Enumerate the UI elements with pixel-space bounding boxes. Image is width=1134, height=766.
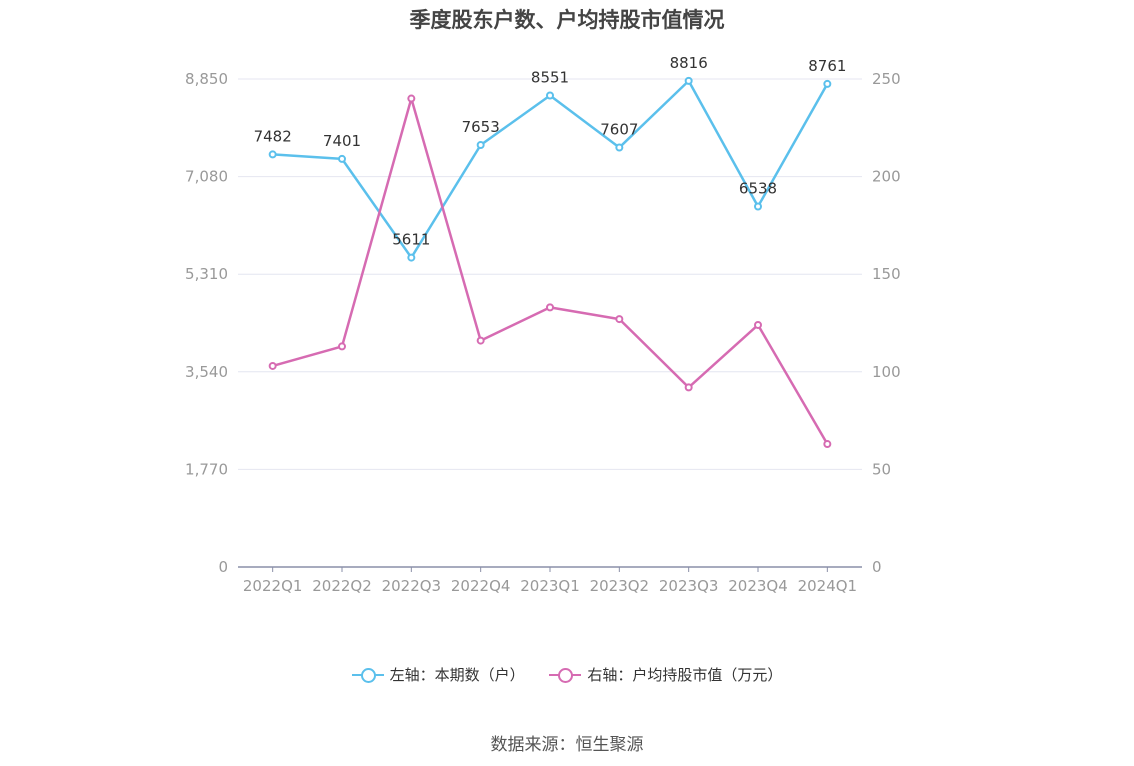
x-axis-tick-label: 2022Q2: [312, 577, 372, 595]
legend-dot-right: [558, 667, 574, 683]
data-label: 7607: [600, 121, 638, 139]
right-axis-tick-label: 150: [872, 265, 901, 283]
legend-item-left-series[interactable]: 左轴：本期数（户）: [351, 664, 525, 685]
axes: 0 0 1,770 50 3,540 100 5,310 150 7,080 200 8,850 25…: [185, 70, 901, 595]
left-axis-tick-label: 3,540: [185, 363, 228, 381]
data-point: [546, 91, 554, 100]
x-axis-tick-label: 2022Q4: [451, 577, 511, 595]
data-point: [407, 253, 416, 262]
data-label: 7482: [254, 127, 292, 145]
data-point: [754, 202, 762, 211]
x-axis-tick-label: 2023Q1: [520, 577, 580, 595]
data-point: [823, 440, 832, 449]
data-point: [546, 303, 554, 312]
chart-title: 季度股东户数、户均持股市值情况: [409, 8, 725, 32]
data-point: [268, 150, 277, 159]
data-point: [476, 336, 485, 345]
right-axis-tick-label: 0: [872, 558, 882, 576]
series: [268, 76, 832, 449]
legend-marker-right-icon: [549, 667, 582, 683]
data-point: [684, 76, 693, 85]
data-point: [823, 79, 832, 88]
legend: 左轴：本期数（户） 右轴：户均持股市值（万元）: [0, 664, 1134, 687]
x-axis-tick-label: 2023Q3: [659, 577, 719, 595]
legend-item-right-series[interactable]: 右轴：户均持股市值（万元）: [549, 664, 782, 685]
legend-label-left: 左轴：本期数（户）: [389, 666, 525, 684]
right-axis-tick-label: 100: [872, 363, 901, 381]
legend-label-right: 右轴：户均持股市值（万元）: [587, 666, 783, 684]
grid-lines: [238, 78, 862, 470]
legend-dot-left: [360, 667, 376, 683]
x-axis-tick-label: 2023Q2: [590, 577, 650, 595]
data-point: [338, 342, 346, 351]
data-label: 7653: [462, 118, 500, 136]
data-point: [754, 320, 762, 329]
left-axis-tick-label: 8,850: [185, 70, 228, 88]
data-point: [407, 94, 416, 103]
left-axis-tick-label: 5,310: [185, 265, 228, 283]
right-axis-tick-label: 200: [872, 168, 901, 186]
data-point: [476, 141, 485, 150]
right-axis-tick-label: 50: [872, 460, 891, 478]
data-label: 6538: [739, 179, 777, 197]
data-point: [615, 315, 624, 324]
data-label: 8816: [670, 54, 708, 72]
data-label: 7401: [323, 132, 361, 150]
data-label: 8761: [808, 57, 846, 75]
line-chart: 0 0 1,770 50 3,540 100 5,310 150 7,080 200 8,850 25…: [185, 54, 901, 595]
data-point: [684, 383, 693, 392]
x-axis-tick-label: 2022Q3: [382, 577, 442, 595]
data-labels: 7482 7401 5611 7653 8551 7607 8816 6538 8761: [254, 54, 847, 249]
left-axis-tick-label: 1,770: [185, 460, 228, 478]
x-axis-tick-label: 2024Q1: [798, 577, 858, 595]
right-axis-tick-label: 250: [872, 70, 901, 88]
x-axis-tick-label: 2022Q1: [243, 577, 303, 595]
data-point: [268, 361, 277, 370]
left-axis-tick-label: 7,080: [185, 168, 228, 186]
data-label: 8551: [531, 68, 569, 86]
left-axis-tick-label: 0: [218, 558, 228, 576]
data-point: [615, 143, 624, 152]
data-label: 5611: [392, 231, 430, 249]
data-point: [338, 154, 346, 163]
data-source: 数据来源：恒生聚源: [490, 735, 644, 755]
x-axis-tick-label: 2023Q4: [728, 577, 788, 595]
series-line-right: [272, 97, 829, 445]
legend-marker-left-icon: [351, 667, 384, 683]
series-line-left: [272, 79, 829, 259]
